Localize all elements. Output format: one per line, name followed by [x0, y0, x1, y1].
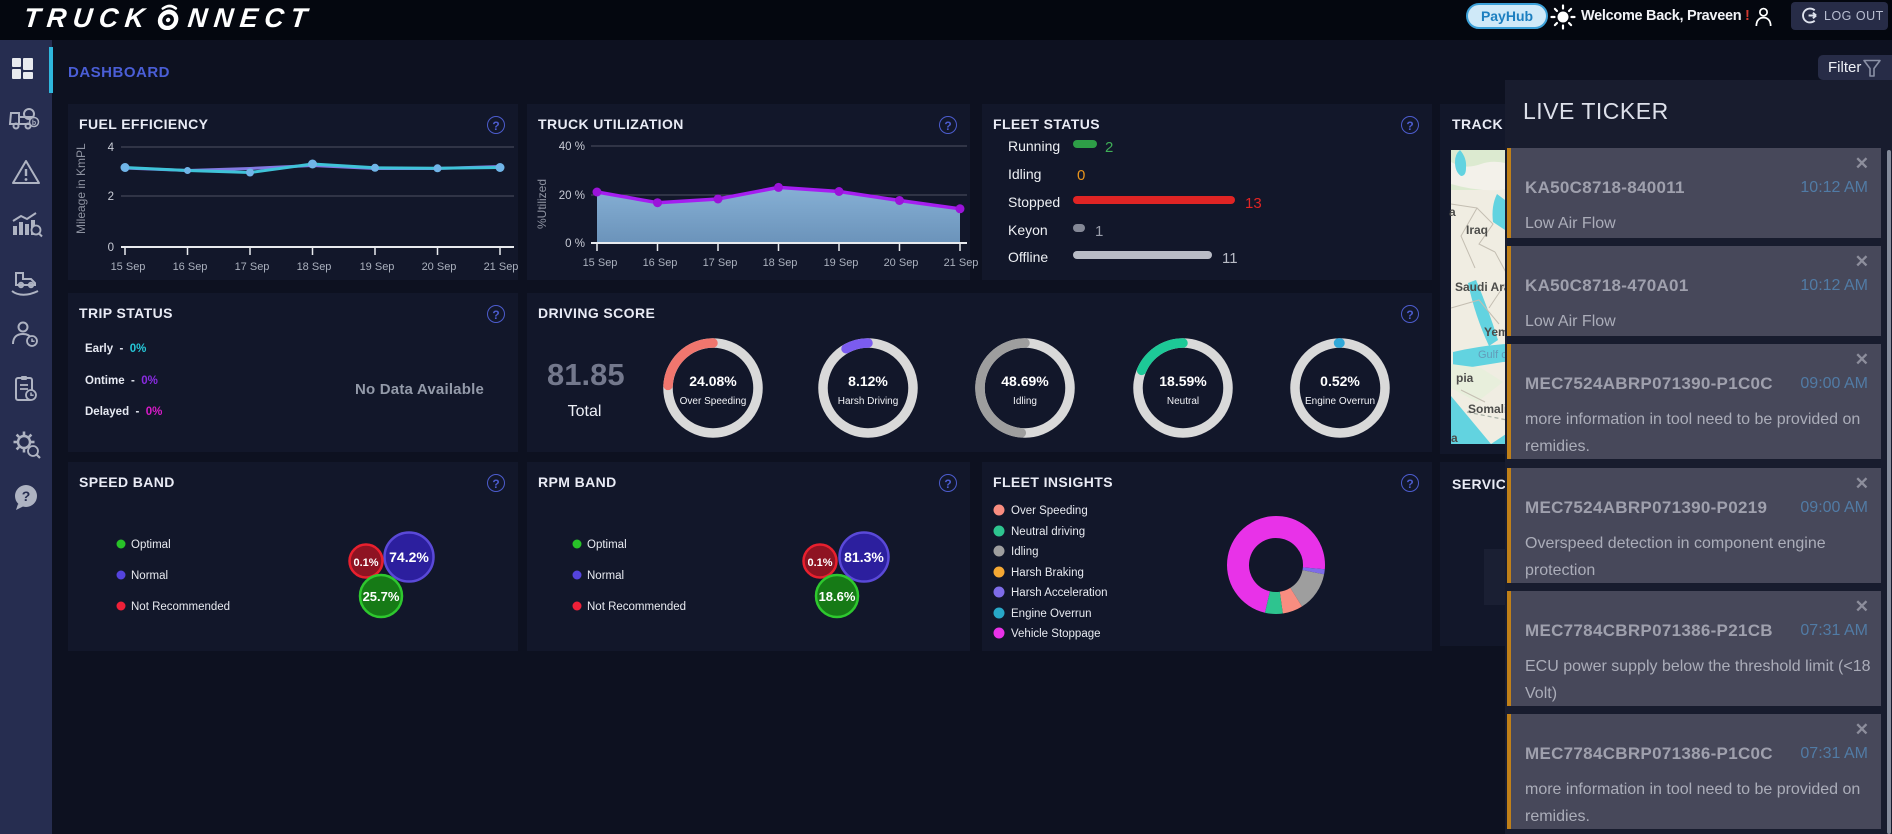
svg-text:74.2%: 74.2% [389, 549, 429, 565]
svg-text:0.52%: 0.52% [1320, 373, 1360, 389]
svg-text:18 Sep: 18 Sep [763, 257, 798, 269]
svg-text:16 Sep: 16 Sep [173, 261, 208, 273]
svg-text:81.3%: 81.3% [844, 549, 884, 565]
svg-text:Over Speeding: Over Speeding [680, 396, 747, 407]
svg-text:Harsh Acceleration: Harsh Acceleration [1011, 587, 1108, 599]
svg-text:Harsh Driving: Harsh Driving [838, 396, 899, 407]
svg-text:25.7%: 25.7% [363, 589, 400, 604]
svg-text:Iraq: Iraq [1466, 223, 1488, 237]
svg-text:1: 1 [1095, 223, 1103, 240]
svg-text:a: a [1451, 431, 1458, 445]
svg-text:Idling: Idling [1013, 396, 1037, 407]
svg-text:19 Sep: 19 Sep [360, 261, 395, 273]
svg-text:2: 2 [108, 191, 114, 203]
svg-text:20 Sep: 20 Sep [884, 257, 919, 269]
svg-text:Vehicle Stoppage: Vehicle Stoppage [1011, 628, 1101, 640]
svg-text:Idling: Idling [1008, 166, 1041, 182]
svg-text:Engine Overrun: Engine Overrun [1011, 608, 1092, 620]
svg-text:Neutral: Neutral [1167, 396, 1199, 407]
svg-text:b: b [32, 120, 36, 127]
svg-text:21 Sep: 21 Sep [944, 257, 979, 269]
svg-text:21 Sep: 21 Sep [484, 261, 519, 273]
svg-text:24.08%: 24.08% [689, 373, 737, 389]
svg-text:0.1%: 0.1% [807, 557, 832, 569]
svg-text:0: 0 [1077, 167, 1085, 184]
svg-text:Normal: Normal [131, 570, 168, 582]
svg-text:18.6%: 18.6% [819, 589, 856, 604]
svg-text:Optimal: Optimal [131, 539, 171, 551]
svg-text:48.69%: 48.69% [1001, 373, 1049, 389]
svg-text:0: 0 [108, 242, 114, 254]
svg-text:16 Sep: 16 Sep [643, 257, 678, 269]
svg-text:?: ? [22, 488, 31, 504]
svg-text:pia: pia [1456, 371, 1474, 385]
svg-text:Over Speeding: Over Speeding [1011, 505, 1088, 517]
svg-text:Not Recommended: Not Recommended [131, 601, 230, 613]
svg-text:20 Sep: 20 Sep [422, 261, 457, 273]
svg-text:13: 13 [1245, 195, 1262, 212]
svg-text:Harsh Braking: Harsh Braking [1011, 567, 1084, 579]
svg-text:8.12%: 8.12% [848, 373, 888, 389]
svg-text:Running: Running [1008, 138, 1060, 154]
svg-text:Not Recommended: Not Recommended [587, 601, 686, 613]
svg-text:Neutral driving: Neutral driving [1011, 526, 1085, 538]
svg-text:20 %: 20 % [559, 190, 585, 202]
svg-text:a: a [1449, 205, 1456, 219]
svg-text:17 Sep: 17 Sep [235, 261, 270, 273]
svg-text:2: 2 [1105, 139, 1113, 156]
svg-text:Keyon: Keyon [1008, 222, 1048, 238]
svg-text:Engine Overrun: Engine Overrun [1305, 396, 1375, 407]
svg-text:0.1%: 0.1% [353, 557, 378, 569]
svg-text:17 Sep: 17 Sep [703, 257, 738, 269]
svg-text:18 Sep: 18 Sep [297, 261, 332, 273]
svg-text:Offline: Offline [1008, 249, 1048, 265]
svg-text:18.59%: 18.59% [1159, 373, 1207, 389]
svg-text:Mileage in KmPL: Mileage in KmPL [74, 143, 88, 234]
svg-text:%Utilized: %Utilized [535, 179, 549, 229]
svg-text:4: 4 [108, 142, 115, 154]
svg-text:Somalia: Somalia [1468, 402, 1514, 416]
svg-text:15 Sep: 15 Sep [111, 261, 146, 273]
svg-text:Normal: Normal [587, 570, 624, 582]
svg-text:Idling: Idling [1011, 546, 1039, 558]
svg-text:0 %: 0 % [565, 238, 585, 250]
svg-text:Stopped: Stopped [1008, 194, 1060, 210]
svg-text:Saudi Arab: Saudi Arab [1455, 280, 1518, 294]
svg-text:Optimal: Optimal [587, 539, 627, 551]
svg-text:11: 11 [1222, 250, 1238, 267]
svg-text:19 Sep: 19 Sep [824, 257, 859, 269]
svg-text:15 Sep: 15 Sep [583, 257, 618, 269]
svg-text:40 %: 40 % [559, 141, 585, 153]
